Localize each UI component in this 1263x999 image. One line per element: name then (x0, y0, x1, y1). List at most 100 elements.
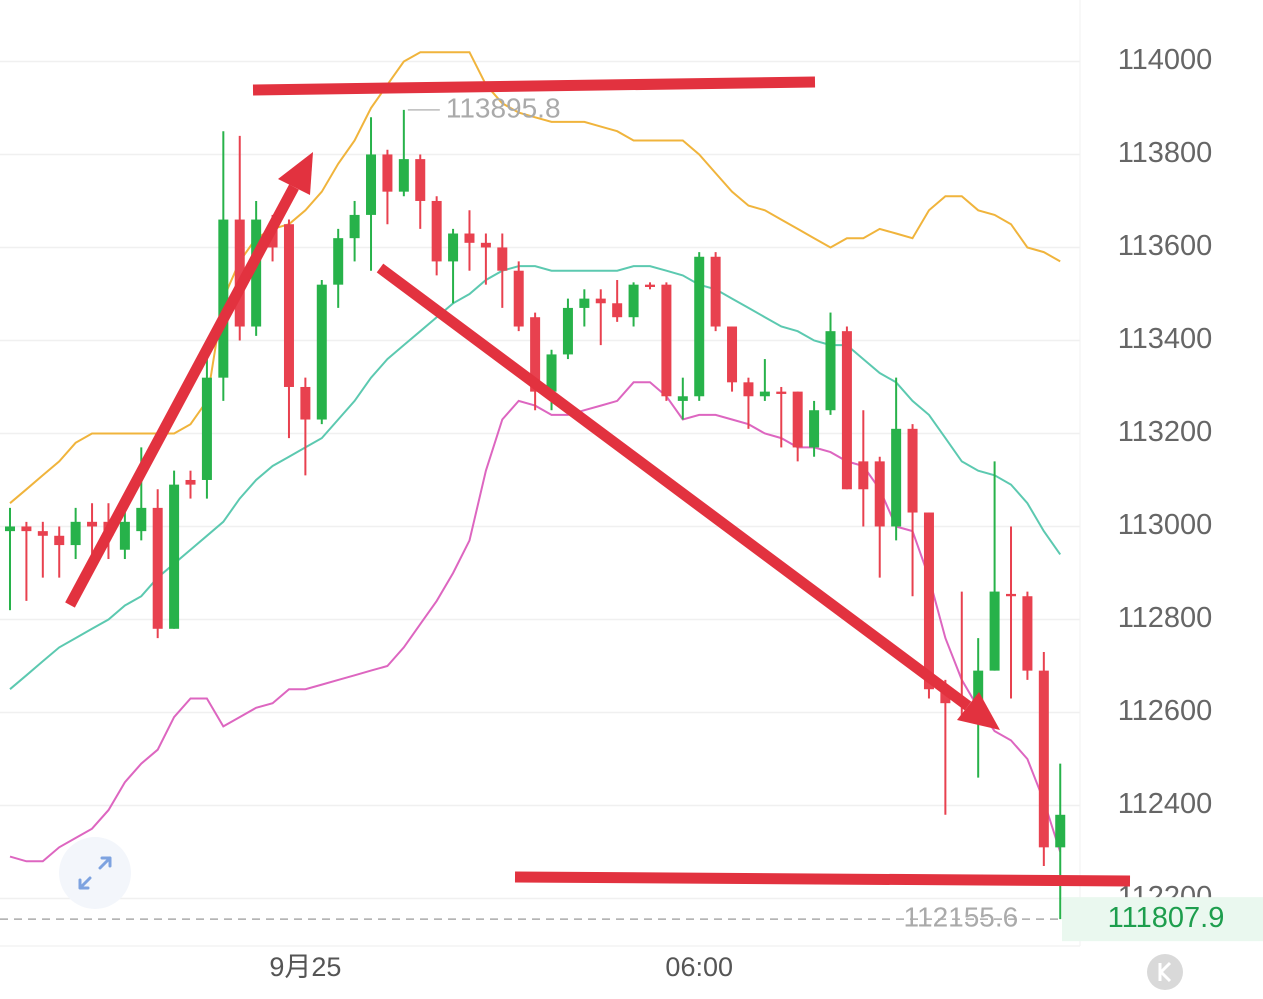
candle (710, 252, 721, 332)
candle-body (530, 317, 541, 392)
candle-body (87, 521, 98, 527)
candle-body (497, 247, 508, 271)
candle (1038, 652, 1049, 866)
grid: 1122001124001126001128001130001132001134… (0, 44, 1212, 913)
candle (743, 377, 754, 429)
candle-body (415, 159, 426, 201)
candle (661, 282, 672, 401)
band-line (9, 381, 1062, 863)
y-tick-label: 114000 (1118, 44, 1213, 76)
candle (431, 196, 442, 276)
candles (5, 109, 1066, 920)
candle (333, 228, 344, 308)
candle-body (677, 396, 688, 401)
candle (480, 233, 491, 285)
candle-body (825, 331, 836, 411)
candle-body (628, 284, 639, 318)
y-tick-label: 112400 (1118, 788, 1213, 820)
candle-body (21, 526, 32, 532)
candle (234, 135, 245, 341)
candle (398, 109, 409, 197)
candle-body (841, 331, 852, 490)
candle-body (448, 233, 459, 262)
candle (21, 521, 32, 601)
candle (940, 679, 951, 815)
candle-body (349, 214, 360, 239)
candle-body (973, 670, 984, 704)
candle (628, 282, 639, 327)
candle (841, 326, 852, 490)
candle (694, 252, 705, 401)
candle-body (283, 224, 294, 387)
candle-body (907, 428, 918, 513)
expand-button[interactable] (59, 837, 131, 909)
candle-body (858, 461, 869, 490)
candle-body (874, 461, 885, 527)
candle (923, 512, 934, 699)
candle (595, 289, 606, 346)
candle (54, 526, 65, 578)
candle-body (431, 200, 442, 262)
kline-button-bg[interactable] (1147, 954, 1183, 990)
candle-body (923, 512, 934, 690)
candle-body (792, 391, 803, 448)
max-label: 113895.8 (446, 92, 561, 123)
candle (825, 312, 836, 415)
support-line (514, 871, 1131, 887)
candle (907, 424, 918, 597)
y-tick-label: 113200 (1118, 416, 1213, 448)
price-label-bg (1062, 897, 1263, 942)
candle (415, 154, 426, 229)
candle (366, 117, 377, 271)
candle-body (595, 298, 606, 304)
candle (300, 377, 311, 476)
candle (759, 359, 770, 401)
kline-icon[interactable] (1158, 961, 1172, 983)
candle-body (201, 377, 212, 480)
candle (579, 289, 590, 327)
band-line (9, 51, 1061, 504)
labels: 9月25 06:00 113895.8 111807.9 112155.6 (0, 92, 1263, 982)
bands (9, 51, 1062, 863)
candle-body (382, 154, 393, 192)
candle (989, 461, 1000, 671)
candle (891, 377, 902, 541)
candle-body (1055, 814, 1066, 848)
expand-icon[interactable] (78, 856, 112, 890)
y-tick-label: 112600 (1118, 695, 1213, 727)
candle-body (743, 382, 754, 397)
up-arrow-shaft (65, 184, 299, 608)
expand-button-bg[interactable] (59, 837, 131, 909)
x-tick-label: 9月25 (269, 952, 341, 982)
candle (349, 200, 360, 262)
candle-body (333, 238, 344, 285)
candle (562, 298, 573, 360)
candle-body (398, 159, 409, 192)
candle (1055, 763, 1066, 920)
y-tick-label: 113800 (1118, 137, 1213, 169)
candle (70, 507, 81, 560)
candle (1022, 591, 1033, 680)
candle (87, 503, 98, 560)
y-tick-label: 113400 (1118, 323, 1213, 355)
y-tick-label: 113000 (1118, 509, 1213, 541)
candle (382, 149, 393, 225)
candle-body (119, 521, 130, 550)
candle-body (694, 256, 705, 397)
candle (218, 131, 229, 401)
candle-body (809, 410, 820, 448)
band-line (9, 265, 1062, 690)
candle (1006, 526, 1017, 699)
candle-body (169, 484, 180, 629)
annotations (65, 76, 1131, 887)
candle-body (546, 354, 557, 392)
candle (513, 261, 524, 332)
candle-body (136, 507, 147, 532)
candle-body (185, 479, 196, 485)
candle (152, 489, 163, 639)
candle (612, 280, 623, 322)
candle-body (727, 326, 738, 383)
candle-body (612, 303, 623, 318)
candle (497, 233, 508, 308)
kline-button[interactable] (1147, 954, 1183, 990)
